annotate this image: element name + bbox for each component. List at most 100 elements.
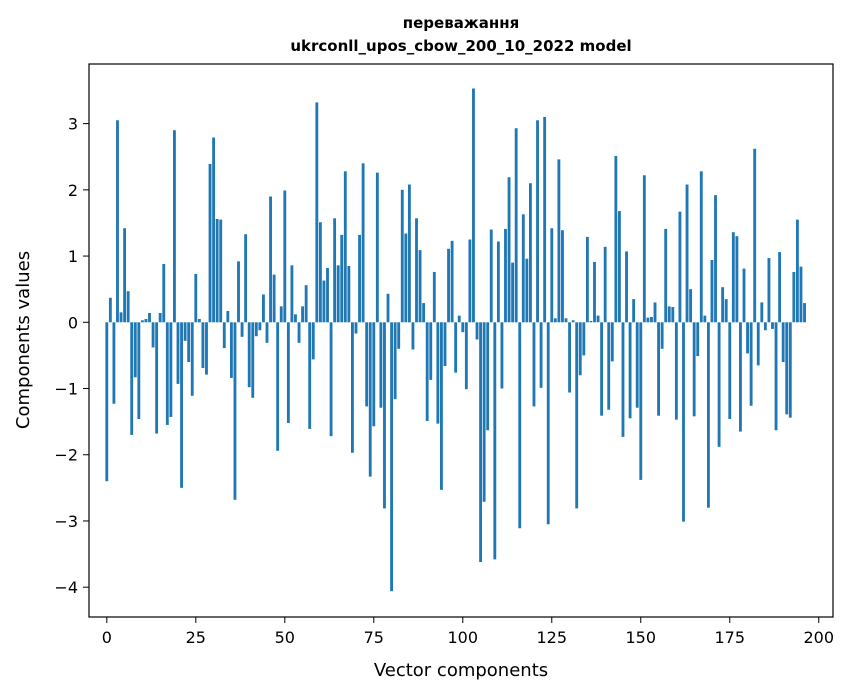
bar-49	[279, 306, 283, 323]
bar-159	[671, 307, 675, 323]
bar-54	[297, 322, 301, 343]
bar-142	[610, 322, 614, 362]
bar-187	[771, 322, 774, 329]
bar-60	[318, 222, 322, 323]
bar-79	[386, 293, 390, 323]
bar-175	[728, 322, 732, 419]
bar-39	[244, 234, 248, 323]
bar-140	[603, 246, 607, 323]
bar-37	[237, 261, 240, 323]
bar-185	[763, 322, 767, 331]
bar-6	[126, 291, 130, 323]
chart-title-line-2: ukrconll_upos_cbow_200_10_2022 model	[290, 37, 631, 55]
bar-80	[390, 322, 394, 592]
bar-31	[215, 218, 219, 323]
bar-59	[315, 102, 319, 323]
bar-180	[746, 322, 749, 354]
bar-44	[262, 294, 265, 323]
bar-38	[240, 322, 244, 337]
bar-29	[208, 164, 212, 323]
x-tick-label: 50	[275, 628, 295, 647]
bars-group	[105, 88, 806, 592]
bar-158	[667, 306, 671, 323]
bar-155	[657, 322, 660, 416]
bar-2	[112, 322, 116, 404]
bar-162	[682, 322, 685, 522]
y-tick-label: 1	[68, 247, 78, 266]
bar-85	[407, 184, 411, 323]
bar-176	[731, 232, 735, 323]
bar-46	[269, 196, 272, 323]
bar-14	[155, 322, 159, 434]
bar-186	[767, 258, 771, 323]
bar-143	[614, 156, 618, 323]
bar-66	[340, 234, 344, 323]
x-tick-label: 150	[625, 628, 656, 647]
bar-57	[308, 322, 312, 429]
x-tick-label: 0	[102, 628, 112, 647]
bar-23	[187, 322, 191, 363]
y-tick-label: −4	[54, 578, 78, 597]
bar-131	[571, 320, 575, 323]
bar-125	[550, 228, 554, 323]
bar-82	[397, 322, 401, 349]
bar-192	[788, 322, 792, 418]
bar-144	[617, 211, 621, 323]
bar-195	[799, 266, 803, 323]
bar-72	[361, 163, 365, 323]
bar-132	[575, 322, 579, 509]
bar-123	[543, 116, 547, 323]
bar-128	[561, 230, 564, 323]
bar-112	[504, 228, 507, 323]
bar-153	[650, 316, 653, 323]
bar-53	[294, 314, 297, 323]
bar-194	[795, 219, 799, 323]
bar-96	[447, 248, 450, 323]
bar-179	[742, 268, 746, 323]
bar-34	[226, 311, 230, 323]
bar-111	[500, 322, 504, 389]
bar-73	[365, 322, 369, 407]
bar-99	[457, 315, 461, 323]
bar-32	[219, 219, 223, 323]
bar-189	[778, 252, 782, 323]
bar-64	[333, 218, 337, 323]
bar-13	[151, 322, 155, 348]
bar-7	[130, 322, 134, 435]
bar-68	[347, 265, 351, 323]
bar-146	[625, 251, 628, 323]
x-tick-label: 25	[186, 628, 206, 647]
x-axis-label: Vector components	[374, 660, 548, 681]
bar-3	[116, 120, 119, 323]
x-tick-label: 75	[364, 628, 384, 647]
bar-45	[265, 322, 269, 343]
x-axis-ticks: 0 25 50 75 100 125 150 175 200	[102, 617, 834, 647]
y-tick-label: −1	[54, 380, 78, 399]
x-tick-label: 125	[537, 628, 568, 647]
bar-91	[429, 322, 433, 380]
bar-51	[286, 322, 290, 423]
bar-21	[180, 322, 183, 488]
bar-74	[368, 322, 372, 477]
bar-89	[422, 303, 426, 323]
bar-98	[454, 322, 458, 373]
bar-157	[664, 228, 668, 323]
bar-173	[721, 287, 725, 323]
bar-20	[176, 322, 180, 384]
bar-62	[326, 267, 329, 323]
bar-88	[418, 250, 422, 323]
bar-52	[290, 265, 294, 323]
x-tick-label: 200	[803, 628, 834, 647]
bar-105	[479, 322, 483, 563]
bar-178	[739, 322, 742, 432]
y-axis-ticks: −4 −3 −2 −1 0 1 2 3	[54, 115, 89, 597]
bar-164	[689, 289, 693, 323]
bar-63	[329, 322, 333, 437]
bar-169	[706, 322, 710, 508]
bar-102	[468, 239, 472, 323]
bar-95	[443, 322, 447, 366]
bar-43	[258, 322, 262, 331]
bar-27	[201, 322, 205, 368]
bar-114	[511, 262, 515, 323]
bar-177	[735, 236, 739, 323]
